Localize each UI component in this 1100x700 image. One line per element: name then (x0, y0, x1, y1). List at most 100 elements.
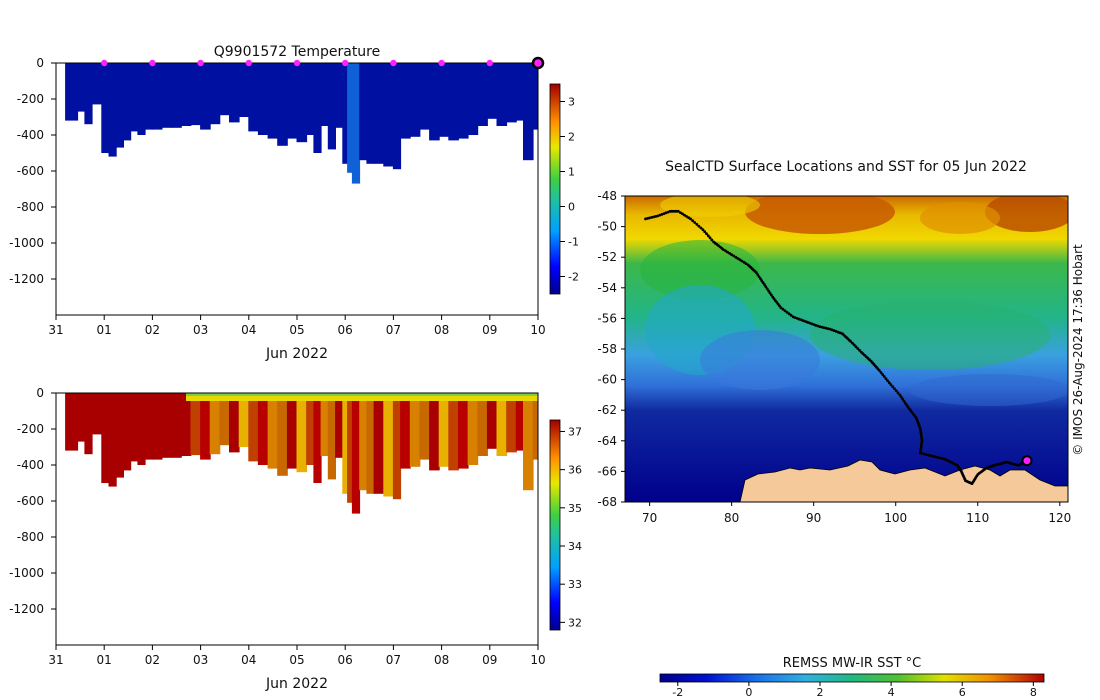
seal-track (644, 209, 1033, 485)
seal-location-dot (710, 238, 714, 242)
profile-column (335, 393, 344, 458)
profile-column (347, 393, 353, 503)
map-longitude-axis: 70 80 90 100 110 120 (642, 502, 1071, 525)
profile-column (91, 393, 103, 435)
seal-location-dot (708, 236, 712, 240)
profile-column (267, 63, 279, 139)
lat-tick-label: -64 (597, 434, 617, 448)
x-tick-label: 31 (48, 653, 63, 667)
seal-location-dot (947, 459, 951, 463)
profile-column (115, 393, 124, 478)
colorbar-tick-label: 0 (568, 201, 575, 214)
x-tick-label: 01 (97, 323, 112, 337)
profile-column (409, 393, 421, 467)
profile-column (506, 63, 517, 123)
x-tick-label: 03 (193, 323, 208, 337)
lat-tick-label: -52 (597, 250, 617, 264)
profile-column (342, 63, 349, 164)
seal-location-dot (728, 252, 731, 255)
seal-location-dot (822, 326, 826, 329)
profile-column (496, 63, 508, 126)
y-tick-label: -200 (17, 92, 44, 106)
x-tick-label: 08 (434, 323, 449, 337)
profile-column (171, 393, 182, 458)
salinity-x-axis: 31 01 02 03 04 05 06 07 08 09 10 (48, 645, 546, 667)
seal-location-dot (939, 456, 943, 460)
profile-column (335, 63, 344, 128)
salinity-panel: 0 -200 -400 -600 -800 -1000 -1200 31 01 02 03 04 05… (9, 386, 582, 692)
seal-location-dot (953, 462, 957, 466)
colorbar-tick-label: 35 (568, 502, 582, 515)
profile-column (123, 393, 132, 471)
y-tick-label: -1000 (9, 236, 44, 250)
x-tick-label: 06 (338, 653, 353, 667)
seal-location-dot (660, 213, 664, 216)
seal-location-dot (726, 250, 729, 254)
seal-location-dot (783, 309, 787, 313)
profile-column (366, 63, 375, 164)
seal-location-dot (998, 462, 1002, 466)
profile-column (467, 63, 479, 135)
seal-location-dot (648, 216, 651, 220)
seal-location-dot (894, 389, 898, 393)
profile-column (286, 63, 298, 139)
seal-location-dot (826, 327, 830, 330)
profile-column (506, 393, 517, 453)
imos-watermark: © IMOS 26-Aug-2024 17:36 Hobart (1071, 244, 1085, 456)
profile-column (448, 63, 459, 141)
profile-column (219, 393, 230, 446)
profile-column (84, 393, 93, 455)
lat-tick-label: -48 (597, 189, 617, 203)
seal-location-dot (701, 228, 705, 232)
seal-location-dot (810, 322, 813, 326)
profile-column (277, 63, 288, 146)
profile-column (313, 63, 322, 153)
lon-tick-label: 70 (642, 511, 657, 525)
profile-column (383, 63, 394, 167)
profile-column (130, 63, 139, 132)
lat-tick-label: -62 (597, 403, 617, 417)
seal-location-dot (742, 260, 746, 264)
profile-column (496, 393, 508, 456)
salinity-section-fill (65, 393, 538, 514)
seal-location-dot (697, 224, 701, 228)
profile-column (257, 63, 269, 135)
profile-column (458, 63, 469, 139)
profile-column (400, 393, 411, 469)
x-tick-label: 05 (289, 323, 304, 337)
temperature-x-axis: 31 01 02 03 04 05 06 07 08 09 10 (48, 315, 546, 337)
profile-column (392, 393, 402, 500)
seal-location-dot (730, 253, 733, 257)
y-tick-label: -400 (17, 458, 44, 472)
seal-location-dot (797, 317, 801, 321)
profile-column (429, 63, 440, 141)
sst-patch-green-east (810, 300, 1050, 370)
profile-column (532, 393, 538, 460)
profile-column (383, 393, 394, 497)
seal-location-dot (652, 215, 656, 219)
seal-location-dot (683, 213, 686, 217)
seal-location-dot (920, 441, 924, 445)
seal-location-dot (818, 325, 822, 328)
profile-column (467, 393, 479, 465)
lat-tick-label: -54 (597, 281, 617, 295)
lon-tick-label: 120 (1048, 511, 1071, 525)
y-tick-label: -600 (17, 164, 44, 178)
seal-location-dot (902, 399, 906, 403)
seal-location-dot (858, 348, 861, 352)
profile-column (373, 393, 385, 494)
profile-column (448, 393, 459, 471)
seal-location-dot (703, 230, 707, 234)
profile-column (532, 63, 538, 130)
profile-column (347, 63, 353, 173)
colorbar-tick-label: -2 (568, 271, 579, 284)
lon-tick-label: 80 (724, 511, 739, 525)
seal-location-dot (781, 307, 785, 311)
seal-location-dot (905, 403, 909, 407)
seal-location-dot (899, 395, 903, 399)
profile-column (171, 63, 182, 128)
salinity-surface-fresh (186, 393, 538, 396)
profile-column (144, 63, 153, 130)
sst-colorbar-tick-label: 4 (888, 686, 895, 699)
seal-location-dot (856, 347, 860, 350)
